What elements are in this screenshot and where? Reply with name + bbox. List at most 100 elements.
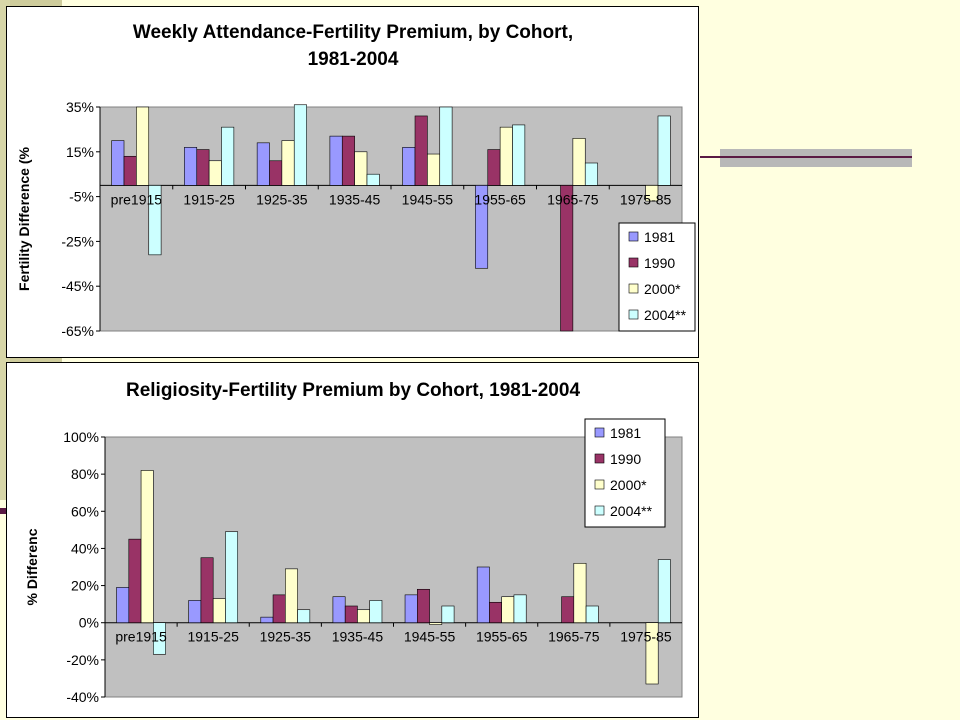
x-tick-label: 1915-25 [187, 629, 239, 645]
y-tick-label: -65% [61, 323, 94, 339]
y-tick-label: 15% [66, 144, 94, 160]
bar-1990-1915-25 [200, 557, 214, 624]
bar-2004-1965-75 [585, 605, 599, 624]
legend-label: 2004** [644, 307, 687, 323]
bar-2000-1915-25 [212, 598, 226, 624]
legend-swatch [594, 427, 605, 438]
bar-2000-1955-65 [501, 596, 515, 624]
y-tick-label: 40% [71, 540, 99, 556]
bar-1981-1945-55 [404, 594, 418, 624]
bar-2004-1955-65 [513, 594, 527, 624]
bar-1990-1965-75 [561, 596, 575, 624]
y-tick-label: -45% [61, 278, 94, 294]
legend-label: 2000* [644, 281, 681, 297]
bar-2004-1925-35 [297, 609, 311, 624]
bar-1990-1965-75 [560, 185, 574, 332]
legend-swatch [594, 453, 605, 464]
legend-swatch [628, 257, 639, 268]
legend-swatch [628, 231, 639, 242]
y-tick-label: -25% [61, 233, 94, 249]
plot-area [99, 106, 683, 332]
bar-1990-1935-45 [344, 605, 358, 624]
x-tick-label: pre1915 [111, 191, 163, 207]
x-tick-label: 1975-85 [620, 629, 672, 645]
bar-1990-1935-45 [341, 135, 355, 186]
legend-swatch [594, 505, 605, 516]
religiosity-fertility-chart: Religiosity-Fertility Premium by Cohort,… [6, 362, 699, 718]
y-tick-label: 20% [71, 578, 99, 594]
bar-1990-pre1915 [128, 538, 142, 624]
bar-1981-1915-25 [184, 147, 198, 186]
bar-2000-1955-65 [499, 126, 513, 186]
bar-2000-1945-55 [429, 622, 443, 625]
x-tick-label: 1975-85 [620, 191, 672, 207]
x-tick-label: 1935-45 [332, 629, 384, 645]
bar-2004-1925-35 [293, 104, 307, 186]
slide-accent-box [720, 149, 912, 167]
x-tick-label: pre1915 [115, 629, 167, 645]
bar-2004-1965-75 [584, 162, 598, 186]
bar-2000-1935-45 [357, 609, 370, 624]
bar-1990-1945-55 [414, 115, 428, 186]
bar-2000-pre1915 [136, 106, 150, 186]
bar-1981-1955-65 [476, 566, 490, 624]
bar-2004-pre1915 [153, 622, 166, 655]
bar-1981-1935-45 [332, 596, 346, 624]
bar-2004-pre1915 [148, 185, 162, 256]
x-tick-label: 1965-75 [548, 629, 600, 645]
bar-2000-1975-85 [645, 185, 659, 202]
bar-1981-1955-65 [475, 185, 489, 269]
bar-2004-1915-25 [225, 531, 239, 624]
bar-1981-1925-35 [256, 142, 270, 186]
legend-label: 2004** [610, 503, 653, 519]
attendance-fertility-chart-svg: Weekly Attendance-Fertility Premium, by … [16, 22, 696, 339]
bar-2000-1965-75 [572, 138, 586, 186]
religiosity-fertility-chart-svg: Religiosity-Fertility Premium by Cohort,… [24, 380, 683, 705]
legend-label: 1990 [644, 255, 675, 271]
bar-2004-1945-55 [439, 106, 453, 186]
slide-bullet-mark [0, 508, 6, 514]
y-tick-label: -20% [66, 652, 99, 668]
bar-1981-1925-35 [260, 616, 274, 624]
bar-2004-1975-85 [657, 559, 671, 624]
bar-1990-pre1915 [123, 155, 137, 186]
bar-2004-1975-85 [657, 115, 671, 186]
chart-subtitle: 1981-2004 [308, 49, 399, 70]
bar-1981-1915-25 [188, 600, 202, 624]
bar-1981-1945-55 [402, 147, 416, 186]
bar-2004-1915-25 [221, 126, 235, 186]
chart-title: Weekly Attendance-Fertility Premium, by … [133, 22, 573, 43]
bar-1990-1915-25 [196, 149, 210, 186]
y-tick-label: -5% [69, 189, 94, 205]
y-tick-label: 80% [71, 466, 99, 482]
bar-2004-1945-55 [441, 605, 455, 624]
bar-1990-1925-35 [272, 594, 286, 624]
legend-label: 1981 [644, 229, 675, 245]
legend-swatch [628, 283, 639, 294]
y-tick-label: -40% [66, 689, 99, 705]
x-tick-label: 1925-35 [260, 629, 312, 645]
y-tick-label: 0% [79, 615, 99, 631]
bar-2000-1965-75 [573, 562, 587, 624]
bar-1990-1955-65 [489, 601, 502, 624]
bar-2000-1915-25 [208, 160, 222, 186]
x-tick-label: 1955-65 [474, 191, 526, 207]
y-tick-label: 35% [66, 99, 94, 115]
bar-1990-1925-35 [269, 160, 283, 186]
bar-2000-1925-35 [285, 568, 298, 624]
x-tick-label: 1935-45 [329, 191, 381, 207]
bar-2000-1935-45 [354, 151, 368, 186]
legend-label: 2000* [610, 477, 647, 493]
bar-2004-1955-65 [512, 124, 526, 186]
bar-1990-1945-55 [417, 588, 430, 624]
legend-swatch [628, 309, 639, 320]
bar-1990-1955-65 [487, 149, 501, 186]
x-tick-label: 1925-35 [256, 191, 308, 207]
x-tick-label: 1945-55 [404, 629, 456, 645]
bar-2000-1975-85 [645, 622, 659, 685]
attendance-fertility-chart: Weekly Attendance-Fertility Premium, by … [6, 6, 699, 358]
bar-1981-1935-45 [329, 135, 343, 186]
y-axis-title: % Differenc [24, 528, 40, 605]
chart-title: Religiosity-Fertility Premium by Cohort,… [126, 380, 580, 401]
y-axis-title: Fertility Difference (% [16, 146, 32, 290]
